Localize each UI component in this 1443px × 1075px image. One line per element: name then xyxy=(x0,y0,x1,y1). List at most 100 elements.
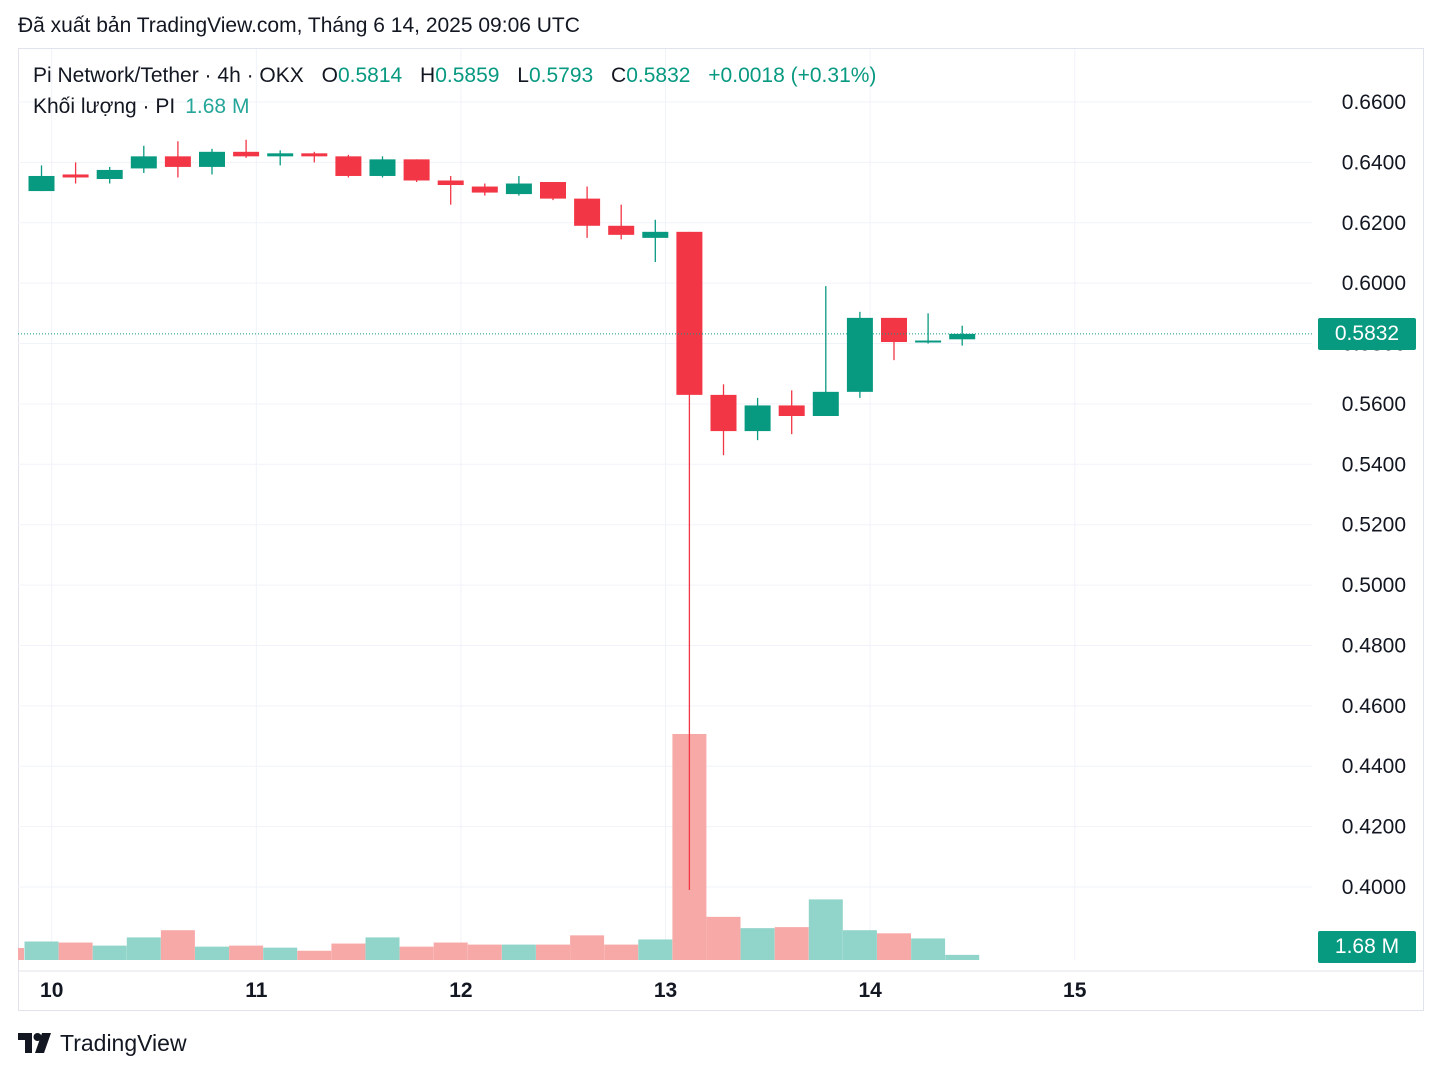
price-tick-label: 0.5200 xyxy=(1342,514,1406,537)
volume-bar xyxy=(126,937,161,960)
open-label: O xyxy=(321,64,338,87)
volume-bar xyxy=(331,943,366,960)
price-tick-label: 0.4800 xyxy=(1342,634,1406,657)
time-tick-label: 15 xyxy=(1063,979,1087,1002)
volume-bar xyxy=(570,935,605,960)
volume-bar xyxy=(399,946,434,960)
symbol-title: Pi Network/Tether · 4h · OKX xyxy=(33,64,304,87)
volume-bar xyxy=(160,930,195,960)
volume-bar xyxy=(604,944,639,960)
time-axis[interactable]: 10 11 12 13 14 15 xyxy=(18,970,1424,1002)
price-tick-label: 0.5600 xyxy=(1342,393,1406,416)
change-value: +0.0018 (+0.31%) xyxy=(708,64,877,87)
close-label: C xyxy=(611,64,627,87)
time-tick-label: 13 xyxy=(654,979,677,1002)
candle-body xyxy=(233,151,260,157)
volume-tag: 1.68 M xyxy=(1318,931,1416,963)
volume-bar xyxy=(740,928,775,960)
candle-body xyxy=(335,156,362,176)
candle-body xyxy=(915,340,942,343)
price-tick-label: 0.4200 xyxy=(1342,816,1406,839)
grid-lines xyxy=(18,49,1312,960)
candle-body xyxy=(846,317,873,392)
candles xyxy=(28,139,976,891)
candle-body xyxy=(608,225,635,235)
volume-bar xyxy=(92,945,127,960)
volume-bar xyxy=(263,947,298,960)
volume-bar xyxy=(877,933,911,960)
price-tick-label: 0.6000 xyxy=(1342,272,1406,295)
volume-bar xyxy=(536,944,570,960)
candle-body xyxy=(267,153,294,157)
low-value: 0.5793 xyxy=(528,64,594,87)
volume-bar xyxy=(501,944,536,960)
price-tick-label: 0.6600 xyxy=(1342,91,1406,114)
volume-bar xyxy=(58,942,93,960)
volume-bar xyxy=(195,946,229,960)
candle-body xyxy=(369,159,396,176)
candle-body xyxy=(778,405,805,416)
candle-body xyxy=(744,405,771,432)
price-tick-label: 0.4400 xyxy=(1342,755,1406,778)
volume-bar xyxy=(774,927,809,960)
candle-body xyxy=(403,159,430,181)
price-tick-label: 0.4000 xyxy=(1342,876,1406,899)
price-tick-label: 0.6400 xyxy=(1342,151,1406,174)
candle-body xyxy=(437,180,464,186)
time-tick-label: 10 xyxy=(40,979,63,1002)
last-price-tag: 0.5832 xyxy=(1318,317,1416,350)
price-tick-label: 0.6200 xyxy=(1342,212,1406,235)
volume-bar-partial xyxy=(18,948,24,960)
candle-body xyxy=(676,231,703,395)
close-value: 0.5832 xyxy=(626,64,691,87)
volume-bar xyxy=(945,954,980,960)
candle-body xyxy=(710,394,737,432)
low-label: L xyxy=(517,64,529,87)
volume-legend: Khối lượng · PI 1.68 M xyxy=(33,95,249,119)
candle-body xyxy=(540,182,566,199)
candle-body xyxy=(62,174,89,178)
open-value: 0.5814 xyxy=(337,64,403,87)
volume-bar xyxy=(229,945,264,960)
volume-bar xyxy=(842,930,877,960)
tradingview-logo-icon xyxy=(18,1032,51,1053)
volume-bar xyxy=(24,941,59,960)
volume-bar xyxy=(297,950,332,960)
candle-body xyxy=(28,175,55,192)
candle-body xyxy=(812,391,839,416)
candle-body xyxy=(164,156,191,167)
candle-body xyxy=(96,169,123,179)
high-value: 0.5859 xyxy=(435,64,500,87)
price-tick-label: 0.5400 xyxy=(1342,453,1406,476)
candle-body xyxy=(199,151,225,167)
volume-bar xyxy=(365,937,400,960)
time-tick-label: 14 xyxy=(858,979,882,1002)
volume-bar xyxy=(706,916,741,960)
candle-body xyxy=(881,317,907,343)
volume-label: Khối lượng · PI xyxy=(33,95,176,118)
tradingview-wordmark: TradingView xyxy=(60,1030,187,1056)
candle-body xyxy=(471,186,498,193)
time-tick-label: 12 xyxy=(449,979,472,1002)
volume-bar xyxy=(808,899,843,960)
time-tick-label: 11 xyxy=(245,979,268,1002)
volume-bar xyxy=(911,938,946,960)
candle-body xyxy=(949,333,976,340)
price-tick-label: 0.4600 xyxy=(1342,695,1406,718)
volume-bars xyxy=(18,734,980,960)
published-caption: Đã xuất bản TradingView.com, Tháng 6 14,… xyxy=(18,14,580,37)
candle-body xyxy=(574,198,601,226)
volume-bar xyxy=(638,939,673,960)
tradingview-logo[interactable]: TradingView xyxy=(18,1030,187,1057)
volume-value: 1.68 M xyxy=(185,95,250,118)
candle-body xyxy=(301,153,328,157)
candle-body xyxy=(130,156,157,169)
volume-bar xyxy=(467,944,502,960)
volume-bar xyxy=(433,942,468,960)
price-axis[interactable]: 0.66000.64000.62000.60000.58000.56000.54… xyxy=(1342,91,1406,899)
price-tick-label: 0.5000 xyxy=(1342,574,1406,597)
high-label: H xyxy=(420,64,436,87)
candle-body xyxy=(505,183,532,195)
chart-frame xyxy=(18,48,1424,1011)
